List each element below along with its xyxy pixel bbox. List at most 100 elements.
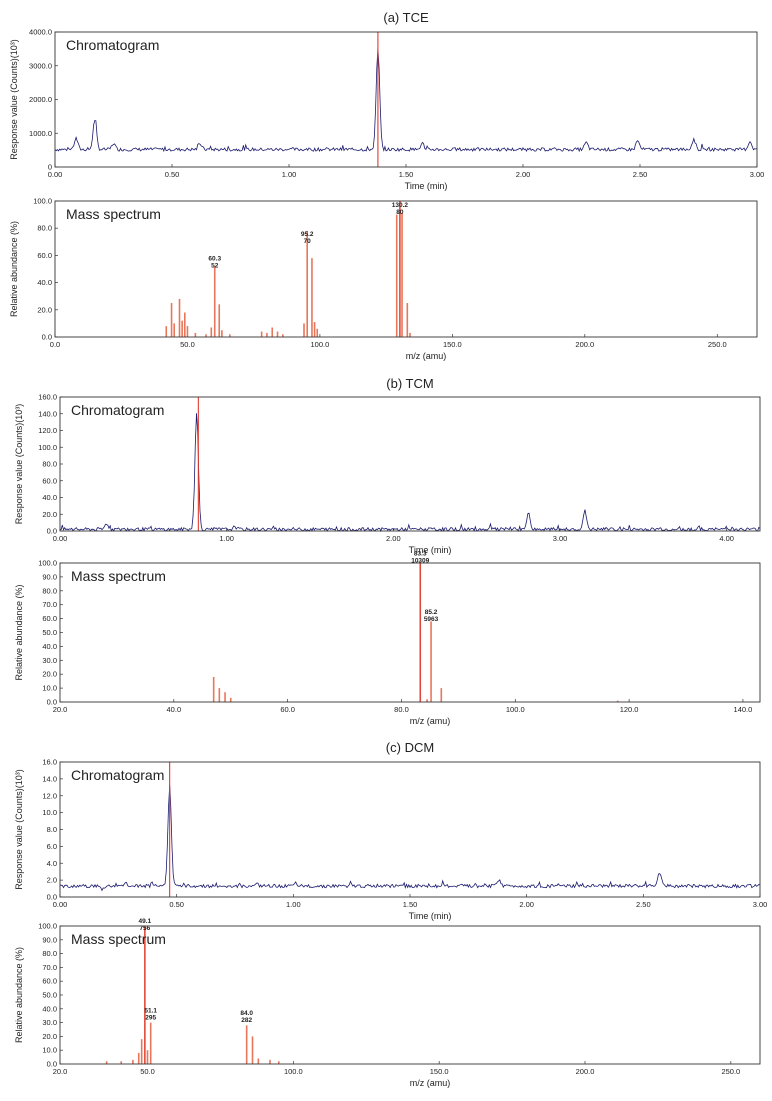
y-ticks: 0.0 20.0 40.0 60.0 80.0 100.0 [33, 197, 58, 342]
y-axis-label: Response value (Counts)(10³) [14, 404, 24, 525]
x-tick-label: 100.0 [506, 705, 525, 714]
x-tick-label: 4.00 [719, 534, 734, 543]
peak-label-mz: 85.2 [425, 609, 438, 616]
x-axis-label: m/z (amu) [406, 351, 447, 361]
x-tick-label: 2.50 [633, 170, 648, 179]
x-tick-label: 140.0 [734, 705, 753, 714]
peak-label-mz: 49.1 [139, 918, 152, 925]
x-ticks: 0.00 0.50 1.00 1.50 2.00 2.50 3.00 [53, 894, 768, 909]
x-axis-label: Time (min) [409, 911, 452, 921]
chromatogram-trace [54, 48, 758, 153]
y-tick-label: 20.0 [37, 305, 52, 314]
x-tick-label: 1.00 [286, 900, 301, 909]
y-tick-label: 20.0 [42, 1032, 57, 1041]
peak-label-abundance: 52 [211, 262, 219, 269]
y-tick-label: 2000.0 [29, 95, 52, 104]
inner-title: Chromatogram [66, 37, 159, 53]
peak-label-abundance: 282 [241, 1017, 252, 1024]
y-ticks: 0.0 10.0 20.0 30.0 40.0 50.0 60.0 70.0 80.0 90.0 1… [38, 922, 63, 1069]
y-tick-label: 10.0 [42, 808, 57, 817]
x-tick-label: 100.0 [311, 340, 330, 349]
x-tick-label: 250.0 [708, 340, 727, 349]
x-tick-label: 3.00 [553, 534, 568, 543]
y-tick-label: 4000.0 [29, 28, 52, 37]
x-tick-label: 0.00 [48, 170, 63, 179]
y-axis-label: Response value (Counts)(10³) [14, 769, 24, 890]
y-tick-label: 100.0 [33, 197, 52, 206]
plot-frame [59, 761, 761, 898]
peak-label-mz: 130.2 [392, 202, 409, 209]
y-tick-label: 20.0 [42, 510, 57, 519]
x-tick-label: 2.50 [636, 900, 651, 909]
inner-title: Chromatogram [71, 402, 164, 418]
y-tick-label: 60.0 [42, 614, 57, 623]
x-ticks: 0.00 0.50 1.00 1.50 2.00 2.50 3.00 [48, 164, 765, 179]
y-axis-label: Relative abundance (%) [14, 947, 24, 1043]
y-tick-label: 140.0 [38, 409, 57, 418]
y-tick-label: 60.0 [42, 476, 57, 485]
panel-title: (b) TCM [386, 376, 433, 391]
chromatogram-trace [59, 413, 761, 533]
y-tick-label: 20.0 [42, 670, 57, 679]
y-tick-label: 100.0 [38, 922, 57, 931]
y-tick-label: 10.0 [42, 1046, 57, 1055]
chart-panel-3: 20.0 40.0 60.0 80.0 100.0 120.0 140.0 0.0 10.0 20… [14, 551, 761, 726]
x-ticks: 20.0 50.0 100.0 150.0 200.0 250.0 [53, 1061, 740, 1076]
y-tick-label: 50.0 [42, 628, 57, 637]
x-tick-label: 150.0 [443, 340, 462, 349]
peak-label-abundance: 80 [396, 209, 404, 216]
y-tick-label: 0 [48, 163, 52, 172]
y-tick-label: 12.0 [42, 791, 57, 800]
x-tick-label: 3.00 [750, 170, 765, 179]
y-axis-label: Relative abundance (%) [14, 584, 24, 680]
y-tick-label: 120.0 [38, 426, 57, 435]
x-tick-label: 60.0 [280, 705, 295, 714]
x-tick-label: 1.00 [219, 534, 234, 543]
chart-panel-5: 20.0 50.0 100.0 150.0 200.0 250.0 0.0 10.0 20.0 3… [14, 918, 761, 1088]
chart-panel-4: (c) DCM 0.00 0.50 1.00 1.50 2.00 2.50 3.00 0.0 2.… [14, 740, 767, 921]
x-tick-label: 50.0 [180, 340, 195, 349]
peak-label-mz: 84.0 [240, 1010, 253, 1017]
y-tick-label: 40.0 [42, 1004, 57, 1013]
peak-label-mz: 60.3 [208, 255, 221, 262]
y-tick-label: 0.0 [42, 333, 52, 342]
y-tick-label: 90.0 [42, 935, 57, 944]
x-tick-label: 3.00 [753, 900, 768, 909]
x-tick-label: 0.0 [50, 340, 60, 349]
x-tick-label: 200.0 [575, 340, 594, 349]
y-tick-label: 100.0 [38, 559, 57, 568]
y-tick-label: 14.0 [42, 774, 57, 783]
peak-label-abundance: 756 [139, 925, 150, 932]
y-tick-label: 6.0 [47, 842, 57, 851]
y-tick-label: 70.0 [42, 600, 57, 609]
inner-title: Mass spectrum [66, 206, 161, 222]
peak-label-abundance: 10309 [411, 558, 429, 565]
peak-label-mz: 95.2 [301, 231, 314, 238]
peak-label-abundance: 70 [304, 238, 312, 245]
peak-label-mz: 51.1 [144, 1007, 157, 1014]
inner-title: Mass spectrum [71, 931, 166, 947]
inner-title: Chromatogram [71, 767, 164, 783]
y-ticks: 0.0 2.0 4.0 6.0 8.0 10.0 12.0 14.0 16.0 [42, 758, 63, 902]
x-tick-label: 120.0 [620, 705, 639, 714]
x-tick-label: 150.0 [430, 1067, 449, 1076]
y-tick-label: 80.0 [37, 224, 52, 233]
x-axis-label: Time (min) [409, 545, 452, 555]
y-ticks: 0 1000.0 2000.0 3000.0 4000.0 [29, 28, 58, 172]
peak-label-abundance: 5963 [424, 616, 439, 623]
chart-panel-0: (a) TCE 0.00 0.50 1.00 1.50 2.00 2.50 3.00 0 1000… [9, 10, 764, 191]
x-tick-label: 1.00 [282, 170, 297, 179]
y-tick-label: 4.0 [47, 859, 57, 868]
x-axis-label: m/z (amu) [410, 1078, 451, 1088]
x-tick-label: 0.00 [53, 900, 68, 909]
y-ticks: 0.0 20.0 40.0 60.0 80.0 100.0 120.0 140.0 160.0 [38, 393, 63, 536]
x-tick-label: 100.0 [284, 1067, 303, 1076]
y-tick-label: 30.0 [42, 1018, 57, 1027]
x-ticks: 0.0 50.0 100.0 150.0 200.0 250.0 [50, 334, 727, 349]
x-tick-label: 1.50 [399, 170, 414, 179]
panel-title: (c) DCM [386, 740, 434, 755]
y-tick-label: 90.0 [42, 572, 57, 581]
y-tick-label: 70.0 [42, 963, 57, 972]
y-tick-label: 100.0 [38, 443, 57, 452]
